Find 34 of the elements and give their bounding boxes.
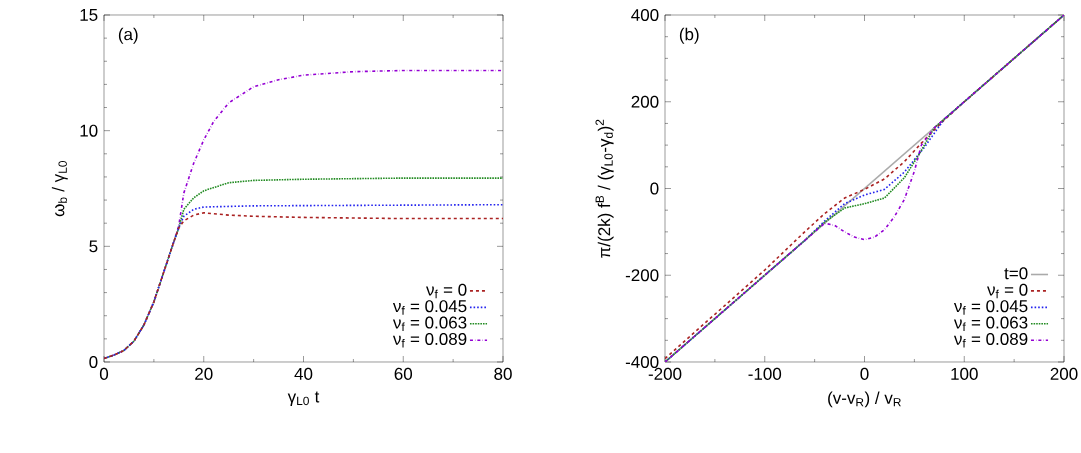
legend-label: ν$_{f}$ = 0.063 bbox=[953, 316, 1028, 332]
x-tick-label: 20 bbox=[195, 367, 213, 380]
y-axis-title: ω$_{b}$ / γ$_{L0}$ bbox=[51, 161, 68, 217]
y-tick-label: 15 bbox=[80, 9, 98, 21]
x-tick-label: 40 bbox=[294, 367, 313, 380]
x-axis-title: (v-v$_{R}$) / v$_{R}$ bbox=[828, 391, 901, 408]
x-tick-label: -200 bbox=[648, 367, 682, 380]
y-tick-label: 200 bbox=[631, 95, 659, 108]
x-axis-title: γ$_{L0}$ t bbox=[287, 391, 320, 406]
x-tick-label: 60 bbox=[394, 367, 413, 380]
y-tick-label: -200 bbox=[625, 269, 659, 282]
legend-label: ν$_{f}$ = 0.045 bbox=[953, 300, 1028, 315]
x-tick-label: 0 bbox=[860, 367, 869, 380]
legend-label: ν$_{f}$ = 0.045 bbox=[392, 300, 467, 315]
x-tick-label: 0 bbox=[99, 367, 109, 380]
annotation: (a) bbox=[118, 27, 138, 44]
legend-label: ν$_{f}$ = 0.063 bbox=[392, 316, 467, 332]
y-tick-label: 5 bbox=[89, 240, 98, 253]
legend-label: ν$_{f}$ = 0.089 bbox=[953, 332, 1028, 348]
y-axis-title: π/(2k) f$^{B}$ / (γ$_{L0}$-γ$_{d}$)$^{2}$ bbox=[595, 119, 614, 258]
x-tick-label: -100 bbox=[748, 367, 782, 380]
legend-label: ν$_{f}$ = 0 bbox=[426, 283, 467, 299]
y-tick-label: 0 bbox=[89, 355, 98, 369]
legend-label: ν$_{f}$ = 0 bbox=[987, 283, 1028, 299]
legend-label: t=0 bbox=[1004, 267, 1028, 280]
y-tick-label: 0 bbox=[650, 182, 659, 195]
annotation: (b) bbox=[679, 27, 699, 44]
x-tick-label: 80 bbox=[494, 367, 512, 380]
legend-label: ν$_{f}$ = 0.089 bbox=[392, 332, 467, 348]
y-tick-label: 10 bbox=[80, 124, 98, 137]
x-tick-label: 100 bbox=[951, 367, 978, 380]
y-tick-label: 400 bbox=[631, 8, 659, 22]
x-tick-label: 200 bbox=[1050, 367, 1078, 380]
y-tick-label: -400 bbox=[625, 355, 659, 369]
